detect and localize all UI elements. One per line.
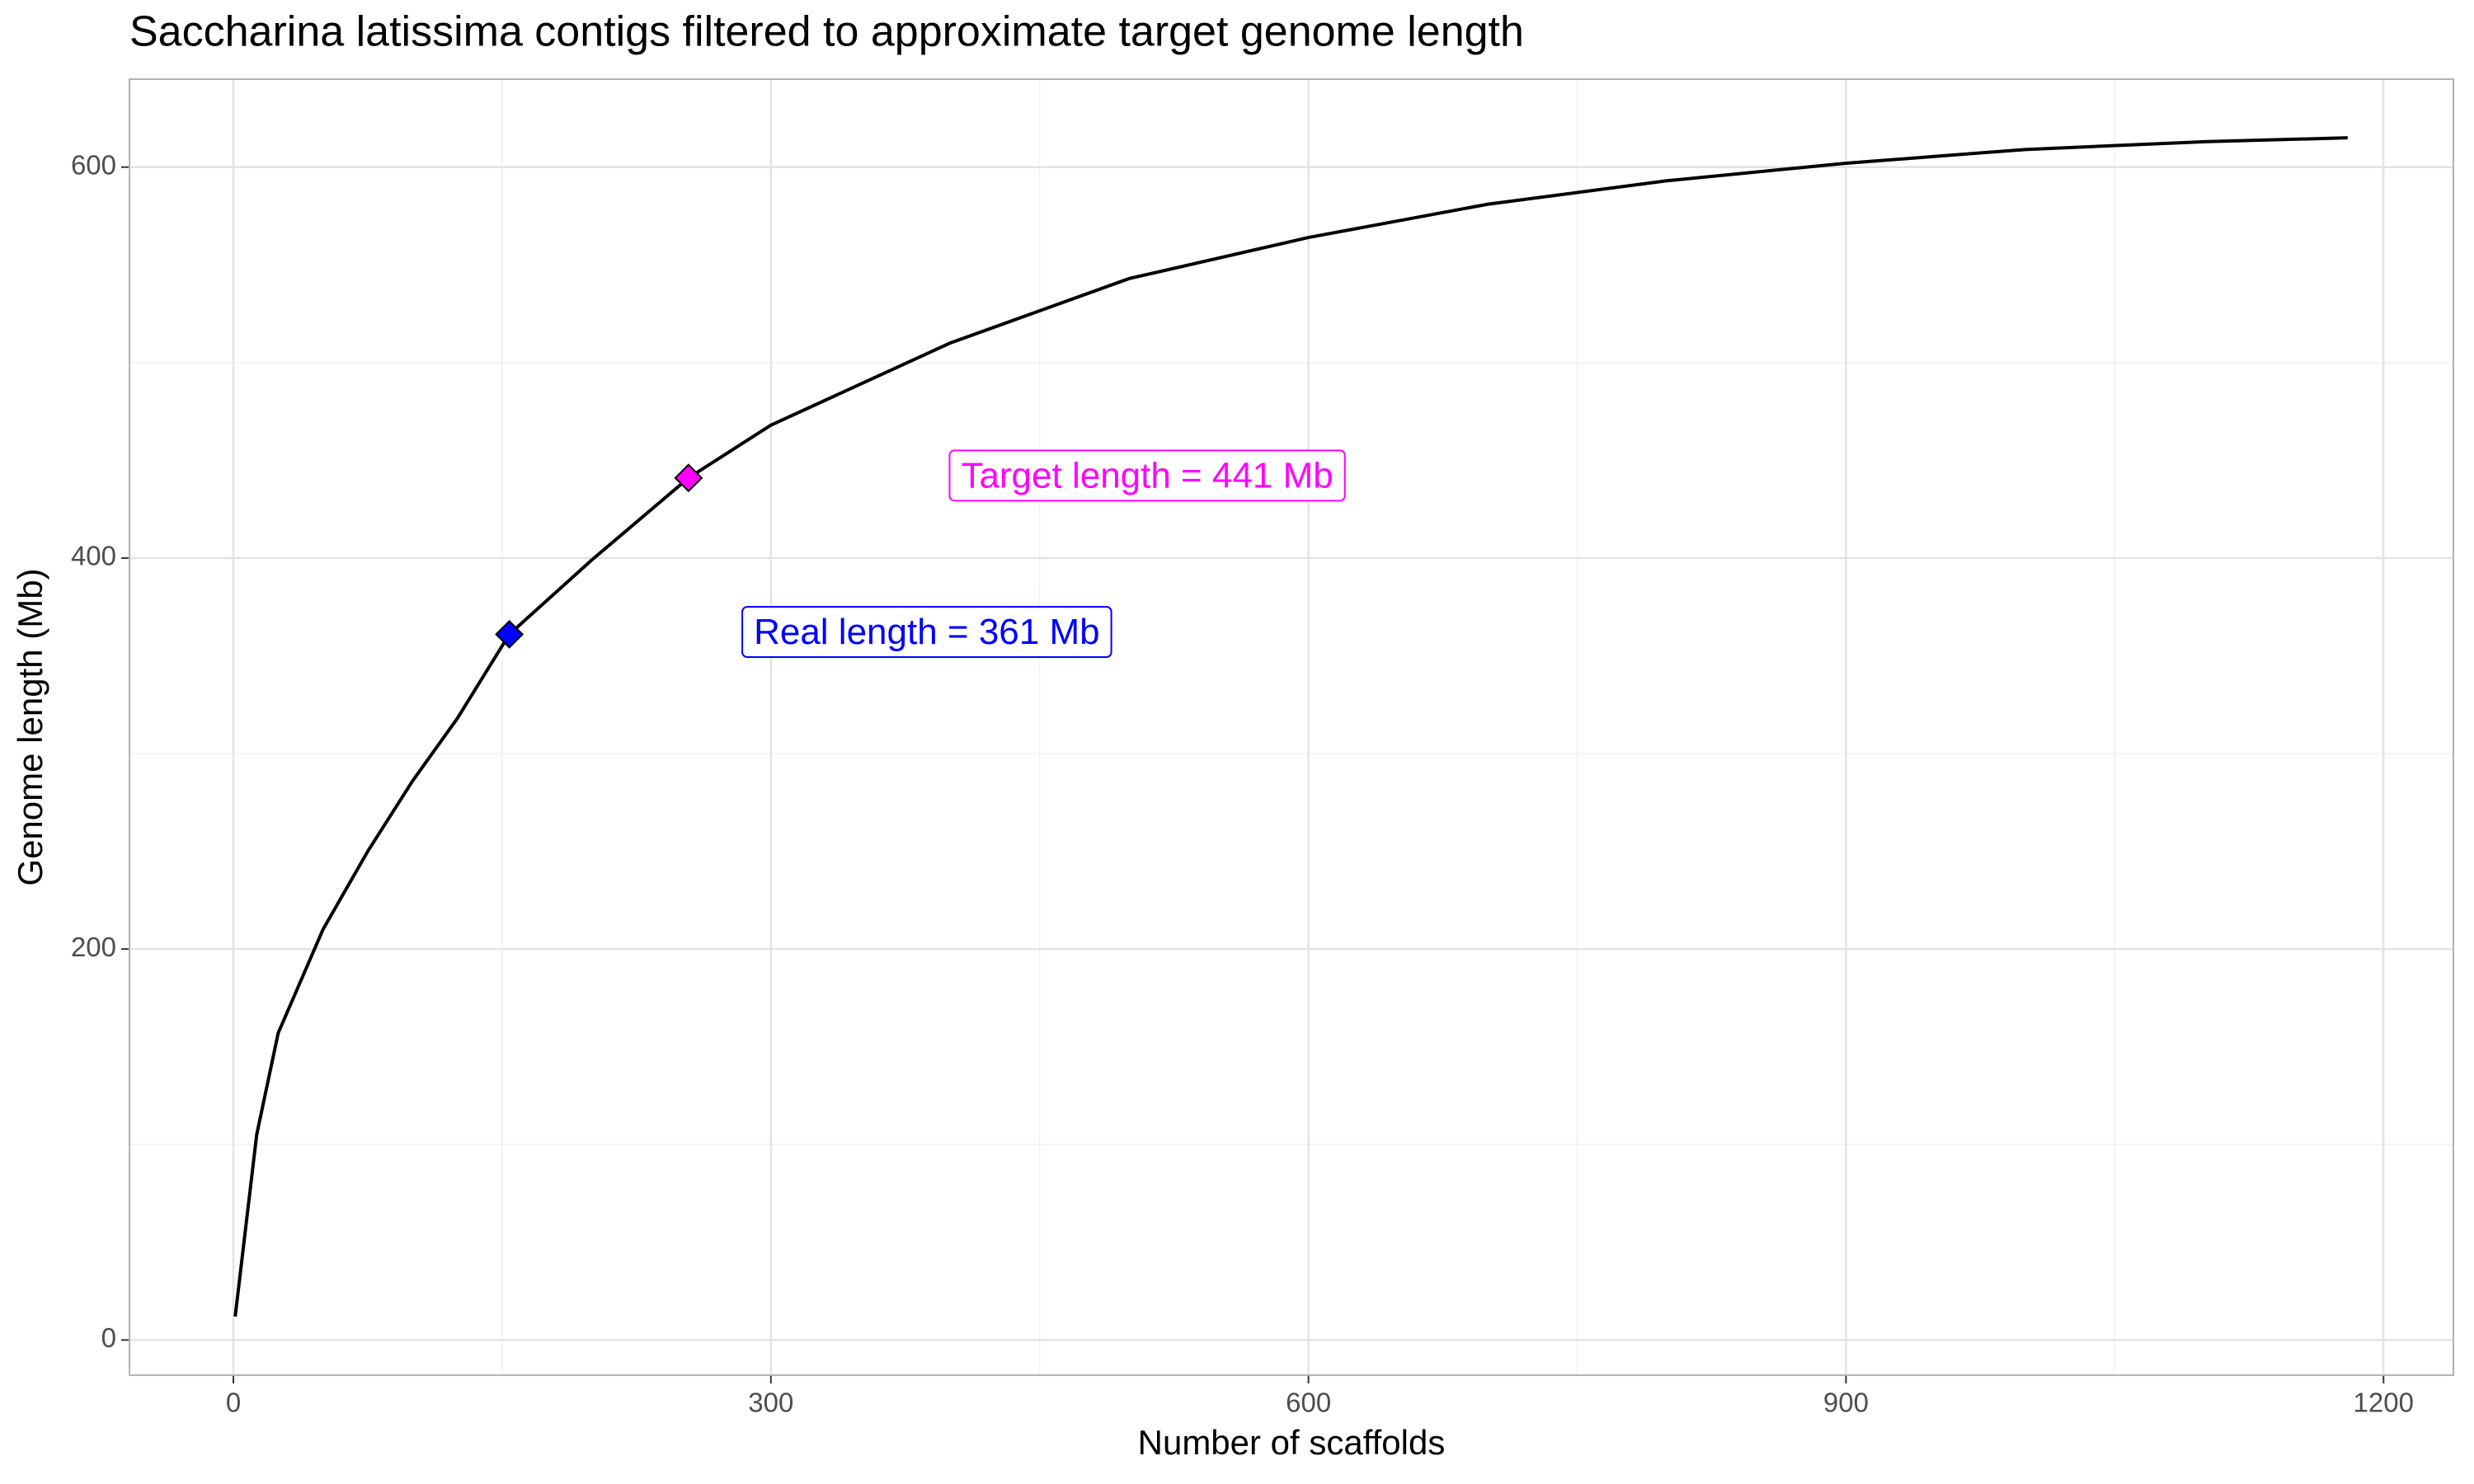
y-tick-label: 400 (71, 541, 116, 571)
y-tick-label: 600 (71, 149, 116, 180)
panel-border (129, 78, 2454, 1376)
annotation-box (741, 606, 1112, 659)
line (233, 136, 2348, 1317)
annotation-box (948, 449, 1346, 502)
y-tick-label: 200 (71, 932, 116, 962)
marker (495, 619, 524, 649)
annotation: Target length = 441 Mb (961, 455, 1333, 495)
y-tick-label: 0 (101, 1322, 116, 1353)
x-tick-label: 1200 (2354, 1388, 2414, 1418)
x-axis-title: Number of scaffolds (1138, 1423, 1446, 1462)
chart-title: Saccharina latissima contigs filtered to… (129, 8, 1524, 56)
annotation: Real length = 361 Mb (754, 612, 1100, 652)
x-tick-label: 900 (1823, 1388, 1869, 1418)
marker (674, 463, 703, 493)
x-tick-label: 0 (226, 1388, 241, 1418)
x-tick-label: 600 (1286, 1388, 1331, 1418)
y-axis-title: Genome length (Mb) (11, 568, 49, 885)
x-tick-label: 300 (748, 1388, 793, 1418)
